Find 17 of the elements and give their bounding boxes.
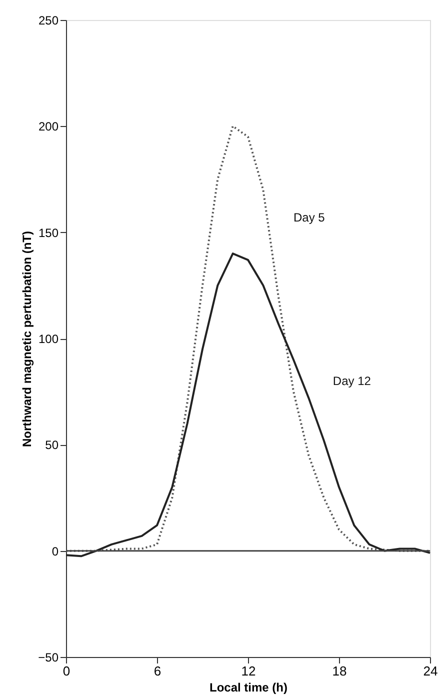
- x-tick-label: 6: [154, 664, 162, 678]
- y-tick-label: −50: [38, 650, 59, 664]
- x-tick-label: 0: [62, 664, 70, 678]
- y-tick-label: 0: [52, 544, 59, 558]
- y-tick-label: 150: [38, 226, 59, 240]
- line-series: [65, 252, 431, 558]
- text: Day 12: [332, 374, 372, 388]
- x-tick-label: 18: [332, 664, 347, 678]
- y-axis-title: Northward magnetic perturbation (nT): [20, 230, 34, 447]
- text: Day 5: [294, 210, 326, 224]
- x-tick-label: 12: [241, 664, 256, 678]
- y-tick-label: 250: [38, 14, 59, 28]
- x-axis-title: Local time (h): [209, 680, 288, 694]
- y-tick-label: 50: [45, 438, 59, 452]
- y-tick-label: 100: [38, 332, 59, 346]
- x-tick-label: 24: [423, 664, 438, 678]
- y-tick-label: 200: [38, 120, 59, 134]
